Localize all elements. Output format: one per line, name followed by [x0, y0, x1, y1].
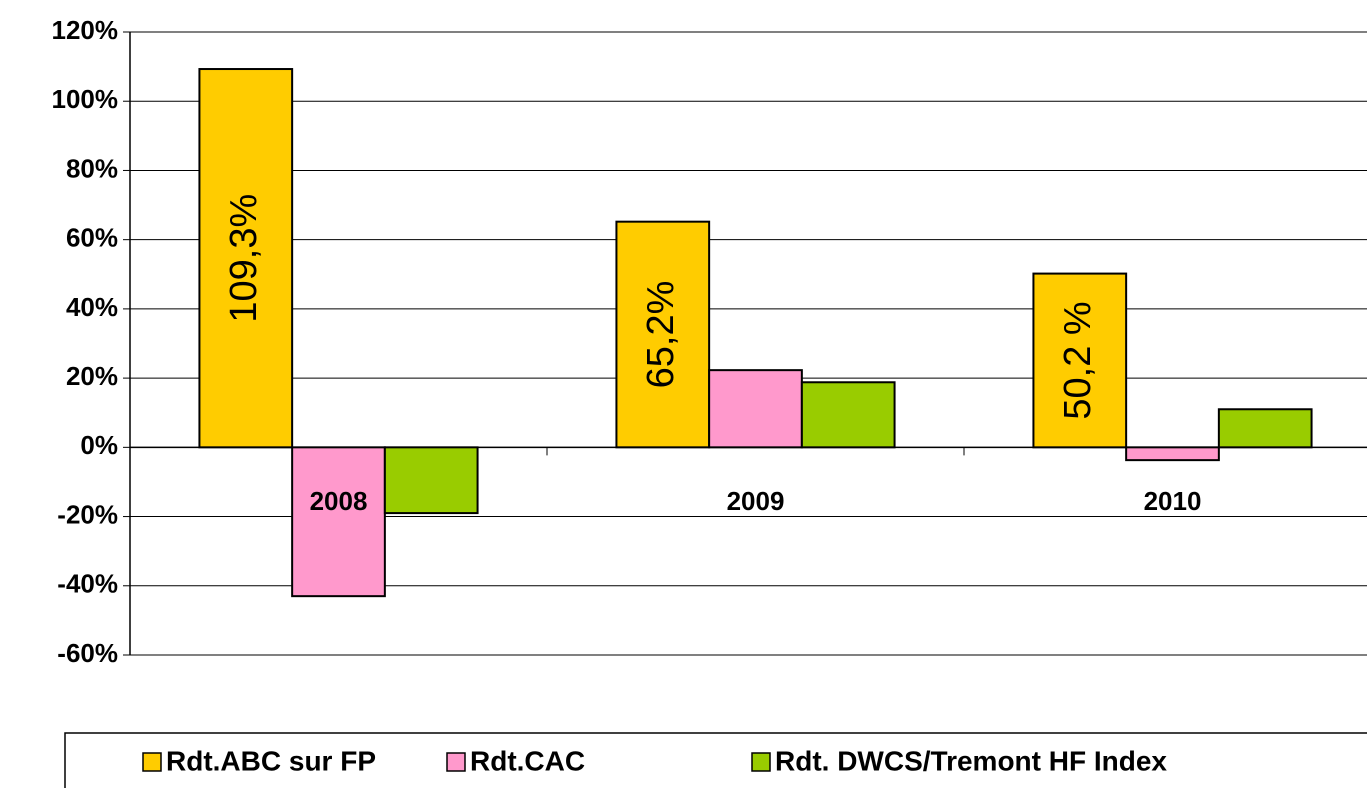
x-tick-label: 2009: [727, 486, 785, 516]
bar: [615, 220, 711, 449]
bar: [1032, 272, 1128, 449]
legend-label: Rdt. DWCS/Tremont HF Index: [775, 745, 1167, 776]
y-tick-label: 0%: [80, 430, 118, 460]
y-tick-label: -60%: [57, 638, 118, 668]
value-label: 50,2 %: [1057, 301, 1099, 419]
legend-key: [446, 752, 466, 772]
x-tick-label: 2008: [310, 486, 368, 516]
bar: [383, 446, 479, 515]
bar: [291, 446, 386, 598]
y-tick-label: 60%: [66, 223, 118, 253]
bar: [800, 381, 896, 449]
bar: [708, 369, 803, 449]
y-tick-label: -20%: [57, 499, 118, 529]
legend-key: [751, 752, 771, 772]
legend-label: Rdt.CAC: [470, 745, 585, 776]
value-label: 65,2%: [640, 281, 682, 389]
value-label: 109,3%: [223, 194, 265, 323]
legend-box: [64, 732, 1367, 788]
y-tick-label: 120%: [52, 15, 119, 45]
legend-label: Rdt.ABC sur FP: [166, 745, 376, 776]
bar: [1217, 408, 1313, 449]
bar: [1125, 446, 1220, 462]
y-tick-label: -40%: [57, 569, 118, 599]
y-tick-label: 100%: [52, 84, 119, 114]
legend-key: [142, 752, 162, 772]
y-tick-label: 20%: [66, 361, 118, 391]
x-tick-label: 2010: [1144, 486, 1202, 516]
y-tick-label: 40%: [66, 292, 118, 322]
y-tick-label: 80%: [66, 153, 118, 183]
bar: [198, 68, 294, 449]
